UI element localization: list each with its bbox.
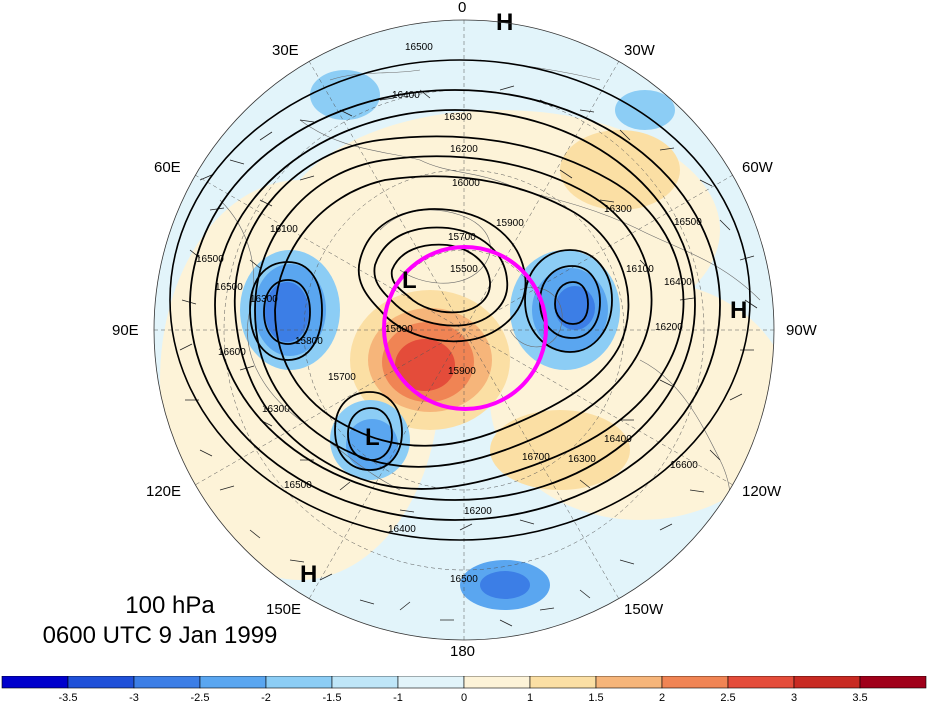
contour-label: 16300 <box>250 294 278 305</box>
colorbar-swatch <box>133 676 201 689</box>
colorbar-swatch <box>595 676 663 689</box>
contour-label: 15600 <box>385 324 413 335</box>
lon-label-120e: 120E <box>146 483 181 500</box>
contour-label: 16100 <box>270 224 298 235</box>
colorbar-tick-label: 1 <box>527 692 533 702</box>
lon-label-90e: 90E <box>112 322 139 339</box>
colorbar-swatch <box>793 676 861 689</box>
contour-labels: 16500 16400 16300 16200 16000 15900 1570… <box>196 42 702 585</box>
lon-label-0: 0 <box>458 0 466 16</box>
contour-label: 16100 <box>626 264 654 275</box>
contour-label: 16200 <box>655 322 683 333</box>
contour-label: 16300 <box>444 112 472 123</box>
lon-label-180: 180 <box>450 643 475 660</box>
colorbar-tick-label: -2.5 <box>191 692 210 702</box>
contour-label: 16500 <box>450 574 478 585</box>
contour-label: 15500 <box>450 264 478 275</box>
contour-label: 16300 <box>262 404 290 415</box>
contour-label: 16600 <box>218 347 246 358</box>
contour-label: 16400 <box>604 434 632 445</box>
colorbar-swatch <box>463 676 531 689</box>
contour-label: 16300 <box>568 454 596 465</box>
pressure-level-label: 100 hPa <box>125 592 215 619</box>
lon-label-150e: 150E <box>266 601 301 618</box>
lon-label-30w: 30W <box>624 42 656 59</box>
colorbar-tick-label: -2 <box>261 692 271 702</box>
colorbar-swatches <box>1 676 927 689</box>
high-center: H <box>730 297 747 324</box>
height-contours <box>169 59 751 541</box>
contour-label: 16500 <box>405 42 433 53</box>
colorbar-tick-label: 3.5 <box>852 692 867 702</box>
colorbar-swatch <box>529 676 597 689</box>
colorbar-tick-label: -1 <box>393 692 403 702</box>
contour-label: 16500 <box>284 480 312 491</box>
contour-label: 16500 <box>196 254 224 265</box>
colorbar-tick-label: 1.5 <box>588 692 603 702</box>
lon-label-90w: 90W <box>786 322 818 339</box>
polar-stereographic-map: 16500 16400 16300 16200 16000 15900 1570… <box>112 0 818 660</box>
polar-vortex-highlight-ring <box>382 245 548 411</box>
map-boundary <box>153 19 775 641</box>
colorbar-tick-label: 3 <box>791 692 797 702</box>
low-center: L <box>365 424 380 451</box>
contour-label: 15700 <box>328 372 356 383</box>
colorbar-swatch <box>1 676 69 689</box>
valid-time-label: 0600 UTC 9 Jan 1999 <box>42 622 278 649</box>
low-center: L <box>402 267 417 294</box>
colorbar-tick-label: -3.5 <box>59 692 78 702</box>
lon-label-60w: 60W <box>742 159 774 176</box>
contour-label: 16200 <box>464 506 492 517</box>
colorbar-tick-label: 2 <box>659 692 665 702</box>
colorbar-tick-label: -1.5 <box>323 692 342 702</box>
colorbar-swatch <box>859 676 927 689</box>
contour-label: 15700 <box>448 232 476 243</box>
contour-label: 16400 <box>392 90 420 101</box>
colorbar-tick-labels: -3.5 -3 -2.5 -2 -1.5 -1 0 1 1.5 2 2.5 3 3.5 <box>59 692 868 702</box>
colorbar-swatch <box>727 676 795 689</box>
colorbar-tick-label: 0 <box>461 692 467 702</box>
contour-label: 16400 <box>664 277 692 288</box>
contour-label: 16200 <box>450 144 478 155</box>
contour-label: 16400 <box>388 524 416 535</box>
colorbar-swatch <box>331 676 399 689</box>
high-center: H <box>300 561 317 588</box>
colorbar-swatch <box>397 676 465 689</box>
longitude-labels: 0 30W 60W 90W 120W 150W 180 150E 120E 90… <box>112 0 818 660</box>
lon-label-150w: 150W <box>624 601 664 618</box>
colorbar-tick-label: -3 <box>129 692 139 702</box>
contour-label: 16500 <box>674 217 702 228</box>
contour-label: 16700 <box>522 452 550 463</box>
colorbar-swatch <box>199 676 267 689</box>
contour-label: 16300 <box>604 204 632 215</box>
colorbar: -3.5 -3 -2.5 -2 -1.5 -1 0 1 1.5 2 2.5 3 3.5 <box>1 676 927 702</box>
contour-label: 15900 <box>496 218 524 229</box>
lon-label-30e: 30E <box>272 42 299 59</box>
contour-label: 15800 <box>295 336 323 347</box>
lon-label-120w: 120W <box>742 483 782 500</box>
colorbar-swatch <box>661 676 729 689</box>
colorbar-swatch <box>67 676 135 689</box>
contour-label: 16500 <box>215 282 243 293</box>
contour-label: 16000 <box>452 178 480 189</box>
colorbar-swatch <box>265 676 333 689</box>
lon-label-60e: 60E <box>154 159 181 176</box>
contour-label: 15900 <box>448 366 476 377</box>
contour-label: 16600 <box>670 460 698 471</box>
colorbar-tick-label: 2.5 <box>720 692 735 702</box>
